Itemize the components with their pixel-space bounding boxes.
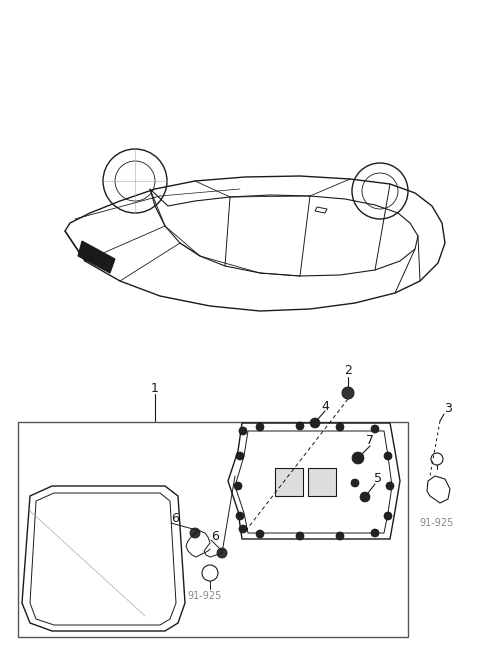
Circle shape — [234, 482, 242, 490]
Text: 91-925: 91-925 — [188, 591, 222, 601]
Circle shape — [217, 548, 227, 558]
Text: 3: 3 — [444, 402, 452, 415]
Circle shape — [352, 452, 364, 464]
Circle shape — [360, 492, 370, 502]
Circle shape — [239, 525, 247, 533]
Circle shape — [371, 425, 379, 433]
Circle shape — [256, 530, 264, 538]
Circle shape — [386, 482, 394, 490]
Circle shape — [371, 529, 379, 537]
Circle shape — [239, 427, 247, 435]
Circle shape — [296, 422, 304, 430]
Bar — [18, 422, 408, 637]
Circle shape — [384, 512, 392, 520]
Circle shape — [256, 423, 264, 431]
Bar — [275, 468, 303, 496]
Circle shape — [236, 512, 244, 520]
Text: 7: 7 — [366, 434, 374, 447]
Text: 1: 1 — [151, 383, 159, 396]
Circle shape — [236, 452, 244, 460]
Text: 2: 2 — [344, 365, 352, 378]
Circle shape — [342, 387, 354, 399]
Text: 4: 4 — [321, 400, 329, 413]
Circle shape — [336, 532, 344, 540]
Circle shape — [190, 528, 200, 538]
Text: 6: 6 — [211, 529, 219, 542]
Circle shape — [296, 532, 304, 540]
Polygon shape — [78, 241, 115, 273]
Circle shape — [384, 452, 392, 460]
Text: 5: 5 — [374, 473, 382, 486]
Circle shape — [351, 479, 359, 487]
Circle shape — [336, 423, 344, 431]
Bar — [308, 468, 336, 496]
Text: 6: 6 — [171, 512, 179, 525]
Circle shape — [310, 418, 320, 428]
Text: 91-925: 91-925 — [420, 518, 454, 528]
